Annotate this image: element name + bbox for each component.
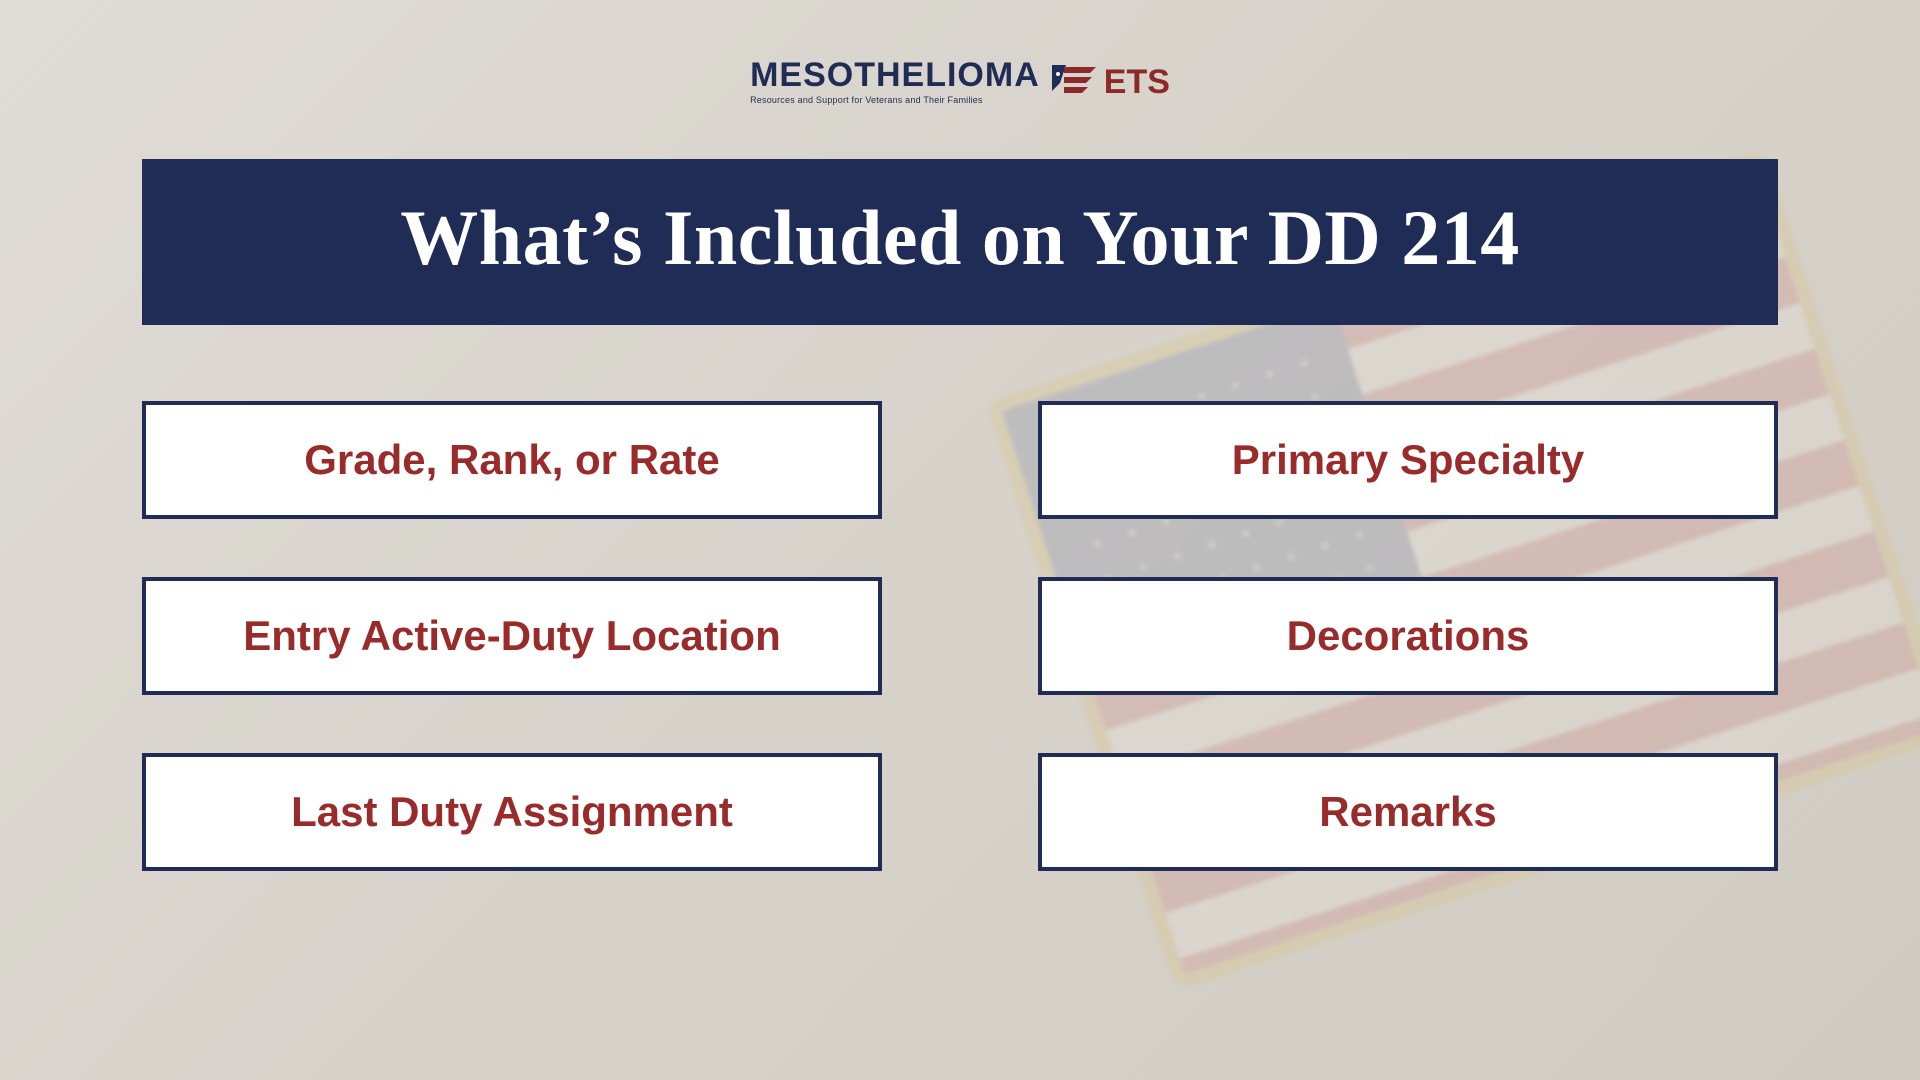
card-columns: Grade, Rank, or Rate Entry Active-Duty L… (142, 401, 1778, 871)
info-card-label: Primary Specialty (1232, 436, 1585, 484)
info-card: Decorations (1038, 577, 1778, 695)
content-container: MESOTHELIOMA Resources and Support for V… (0, 0, 1920, 1080)
info-card-label: Grade, Rank, or Rate (304, 436, 719, 484)
info-card: Grade, Rank, or Rate (142, 401, 882, 519)
info-card: Remarks (1038, 753, 1778, 871)
right-column: Primary Specialty Decorations Remarks (1038, 401, 1778, 871)
page-title: What’s Included on Your DD 214 (142, 159, 1778, 325)
info-card-label: Remarks (1319, 788, 1496, 836)
left-column: Grade, Rank, or Rate Entry Active-Duty L… (142, 401, 882, 871)
info-card: Last Duty Assignment (142, 753, 882, 871)
info-card-label: Entry Active-Duty Location (243, 612, 781, 660)
brand-tagline: Resources and Support for Veterans and T… (750, 95, 983, 105)
brand-logo: MESOTHELIOMA Resources and Support for V… (0, 58, 1920, 105)
brand-name: MESOTHELIOMA (750, 58, 1040, 92)
info-card-label: Last Duty Assignment (291, 788, 733, 836)
info-card: Primary Specialty (1038, 401, 1778, 519)
brand-suffix: ETS (1104, 65, 1170, 99)
page-background: MESOTHELIOMA Resources and Support for V… (0, 0, 1920, 1080)
shield-stripes-icon (1046, 63, 1098, 101)
info-card: Entry Active-Duty Location (142, 577, 882, 695)
info-card-label: Decorations (1287, 612, 1530, 660)
brand-logo-left: MESOTHELIOMA Resources and Support for V… (750, 58, 1040, 105)
